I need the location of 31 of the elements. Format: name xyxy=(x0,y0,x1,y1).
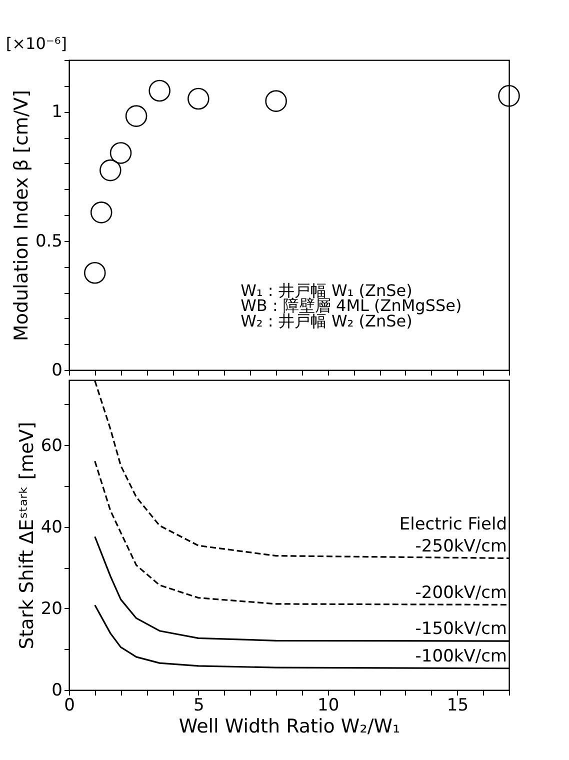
point xyxy=(188,88,210,110)
x-tick-label: 5 xyxy=(194,696,204,716)
y-tick-label: 60 xyxy=(40,436,62,456)
point xyxy=(125,105,148,127)
x-axis-title: Well Width Ratio W₂/W₁ xyxy=(178,716,400,738)
point xyxy=(265,90,287,112)
text: [×10⁻⁶] xyxy=(6,34,67,53)
annotation: Electric Field xyxy=(399,514,507,534)
point xyxy=(90,202,112,224)
y-tick-label: 0.5 xyxy=(35,231,62,252)
y-tick-label: 40 xyxy=(40,517,62,538)
y-tick-label: 0 xyxy=(52,680,62,700)
x-tick-label: 15 xyxy=(446,696,469,716)
series-label: -250kV/cm xyxy=(415,536,507,556)
point xyxy=(100,159,122,182)
point xyxy=(84,262,106,284)
point xyxy=(148,80,170,102)
series-label: -200kV/cm xyxy=(415,582,507,603)
y-tick-label: 20 xyxy=(40,598,62,619)
y-tick-label: 1 xyxy=(52,102,62,122)
annotation: W₂ : 井戸幅 W₂ (ZnSe) xyxy=(240,312,412,331)
line-series xyxy=(94,460,509,606)
series-label: -150kV/cm xyxy=(415,619,507,640)
y-tick-label: 0 xyxy=(52,360,62,380)
y-axis-title: Modulation Index β [cm/V] xyxy=(10,90,32,342)
x-tick-label: 10 xyxy=(318,696,340,716)
series-label: -100kV/cm xyxy=(415,646,507,666)
point xyxy=(498,85,520,107)
x-tick-label: 0 xyxy=(64,696,75,716)
point xyxy=(110,142,132,164)
y-axis-title: Stark Shift ΔEˢᵗᵃʳᵏ [meV] xyxy=(16,422,38,650)
